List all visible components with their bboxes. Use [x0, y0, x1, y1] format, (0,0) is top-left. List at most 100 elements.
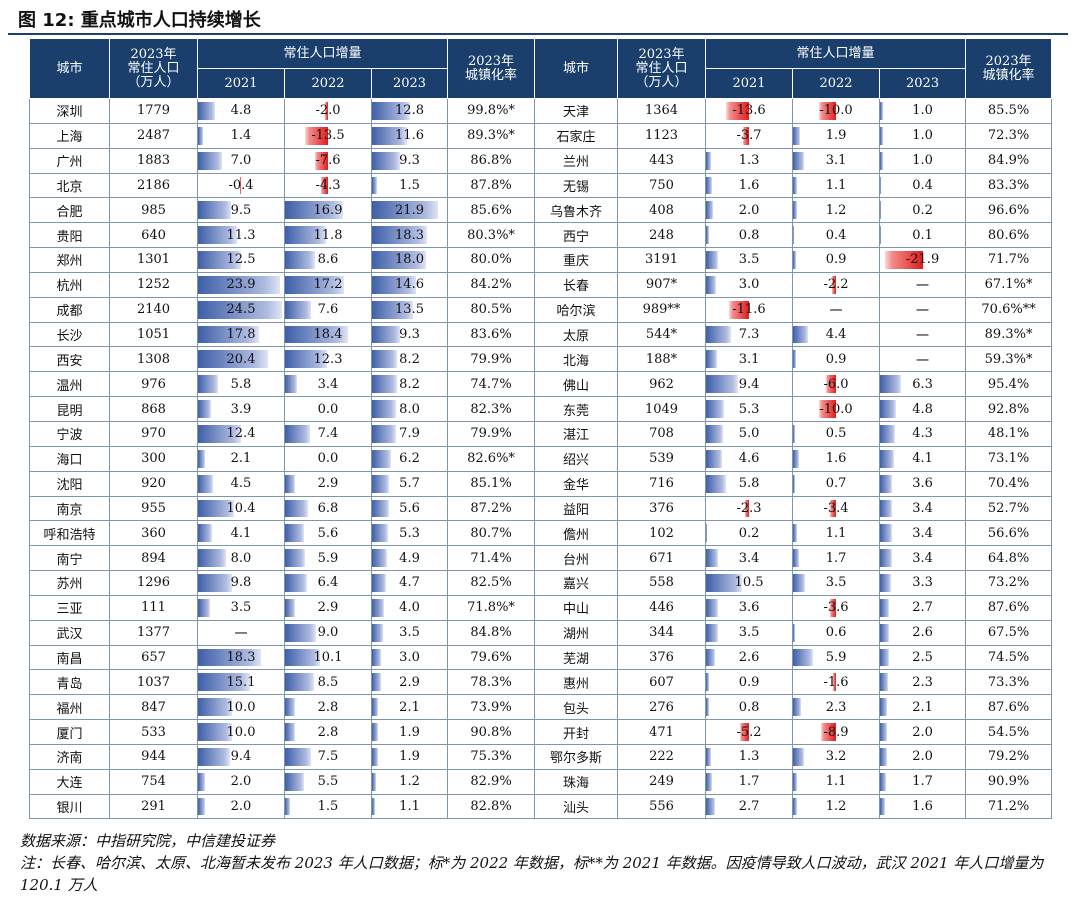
cell-inc-2022: 0.0: [284, 396, 372, 422]
cell-inc-2023: 2.6: [879, 619, 967, 646]
increase-bar: [372, 325, 400, 344]
cell-urbanization: 90.8%: [447, 719, 536, 745]
increment-value: 9.3: [399, 153, 420, 169]
cell-inc-2022: 6.4: [284, 570, 372, 596]
cell-urbanization: 83.6%: [447, 321, 536, 348]
cell-population: 300: [109, 445, 198, 472]
table-row: 福州 847 10.0 2.8 2.1 73.9% 包头 276 0.8 2.3 2.1 87.6%: [29, 694, 1053, 721]
increment-value: 3.1: [738, 351, 760, 367]
increase-bar: [706, 424, 724, 443]
cell-inc-2023: 1.9: [370, 719, 449, 745]
cell-population: 539: [617, 445, 707, 472]
cell-population: 1301: [109, 247, 198, 273]
cell-inc-2022: 3.1: [792, 147, 881, 174]
cell-population: 708: [617, 420, 707, 447]
cell-inc-2021: 5.3: [705, 396, 794, 422]
cell-population: 360: [109, 520, 198, 547]
increment-value: 21.9: [395, 202, 424, 218]
increment-value: 1.9: [399, 724, 420, 740]
increment-value: 2.8: [317, 699, 339, 715]
cell-urbanization: 59.3%*: [965, 346, 1053, 373]
increase-bar: [285, 474, 295, 493]
decrease-bar: [314, 151, 328, 170]
increment-value: 6.2: [399, 451, 420, 467]
cell-inc-2022: 16.9: [284, 197, 372, 224]
cell-inc-2022: 5.9: [284, 545, 372, 572]
increase-bar: [372, 698, 379, 717]
increase-bar: [285, 673, 315, 692]
increase-bar: [372, 772, 376, 791]
increase-bar: [372, 723, 378, 741]
increment-value: 1.1: [825, 774, 847, 790]
cell-inc-2021: 3.0: [705, 271, 794, 298]
cell-inc-2022: 8.6: [284, 247, 372, 273]
cell-inc-2021: 10.0: [197, 694, 285, 721]
increase-bar: [372, 747, 378, 766]
cell-urbanization: 67.1%*: [965, 271, 1053, 298]
increment-value: 1.5: [317, 799, 339, 815]
cell-inc-2021: 0.9: [705, 669, 794, 696]
cell-inc-2022: -8.9: [792, 719, 881, 745]
increment-value: 2.9: [317, 476, 339, 492]
increase-bar: [880, 698, 888, 717]
table-row: 南昌 657 18.3 10.1 3.0 79.6% 芜湖 376 2.6 5.9 2.5 74.5%: [29, 644, 1053, 671]
cell-city: 济南: [29, 743, 110, 770]
cell-inc-2021: 1.4: [197, 122, 285, 149]
cell-city: 乌鲁木齐: [534, 197, 619, 224]
increase-bar: [880, 499, 892, 518]
cell-inc-2021: 4.5: [197, 470, 285, 497]
cell-inc-2023: 一: [879, 271, 967, 298]
table-row: 南京 955 10.4 6.8 5.6 87.2% 益阳 376 -2.3 -3.4 3.4 52.7…: [29, 495, 1053, 522]
increment-value: 1.9: [399, 749, 420, 765]
cell-city: 开封: [534, 719, 619, 745]
cell-urbanization: 87.2%: [447, 495, 536, 522]
increment-value: 4.6: [738, 451, 760, 467]
increase-bar: [198, 698, 233, 717]
increment-value: 4.8: [230, 103, 252, 119]
cell-inc-2023: 3.4: [879, 520, 967, 547]
cell-population: 2186: [109, 172, 198, 199]
cell-urbanization: 85.5%: [965, 98, 1053, 124]
cell-inc-2022: 0.6: [792, 619, 881, 646]
increment-value: 15.1: [226, 674, 256, 690]
cell-population: 102: [617, 520, 707, 547]
cell-population: 976: [109, 371, 198, 398]
cell-city: 苏州: [29, 570, 110, 596]
increment-value: 4.3: [912, 426, 933, 442]
cell-inc-2021: -3.7: [705, 122, 794, 149]
increment-value: 13.5: [395, 302, 424, 318]
increment-value: 3.4: [738, 550, 760, 566]
cell-urbanization: 84.9%: [965, 147, 1053, 174]
cell-inc-2023: 2.7: [879, 594, 967, 621]
increment-value: -0.4: [228, 177, 254, 193]
increment-value: 0.7: [825, 476, 847, 492]
cell-population: 222: [617, 743, 707, 770]
header-city: 城市: [29, 38, 110, 99]
cell-inc-2022: -10.0: [792, 98, 881, 124]
increase-bar: [706, 673, 710, 692]
cell-inc-2021: 3.4: [705, 545, 794, 572]
cell-inc-2022: -3.4: [792, 495, 881, 522]
cell-inc-2023: 2.5: [879, 644, 967, 671]
increase-bar: [706, 623, 719, 642]
increment-value: -10.0: [819, 103, 853, 119]
cell-inc-2022: 0.9: [792, 346, 881, 373]
cell-city: 儋州: [534, 520, 619, 547]
table-row: 青岛 1037 15.1 8.5 2.9 78.3% 惠州 607 0.9 -1.6 2.3 73.3…: [29, 669, 1053, 696]
increment-value: 2.8: [317, 724, 339, 740]
increase-bar: [285, 524, 305, 543]
increase-bar: [706, 747, 711, 766]
cell-inc-2023: 18.3: [370, 222, 449, 249]
cell-inc-2023: 1.5: [370, 172, 449, 199]
increment-value: 1.1: [825, 177, 847, 193]
increment-value: 2.5: [912, 649, 933, 665]
cell-inc-2023: 7.9: [370, 420, 449, 447]
cell-inc-2022: 2.8: [284, 694, 372, 721]
cell-inc-2021: 3.9: [197, 396, 285, 422]
cell-urbanization: 52.7%: [965, 495, 1053, 522]
increase-bar: [880, 648, 889, 667]
increment-value: 10.0: [226, 699, 256, 715]
cell-inc-2021: 4.1: [197, 520, 285, 547]
cell-population: 607: [617, 669, 707, 696]
table-row: 武汉 1377 一 9.0 3.5 84.8% 湖州 344 3.5 0.6 2.6 67.5%: [29, 619, 1053, 646]
